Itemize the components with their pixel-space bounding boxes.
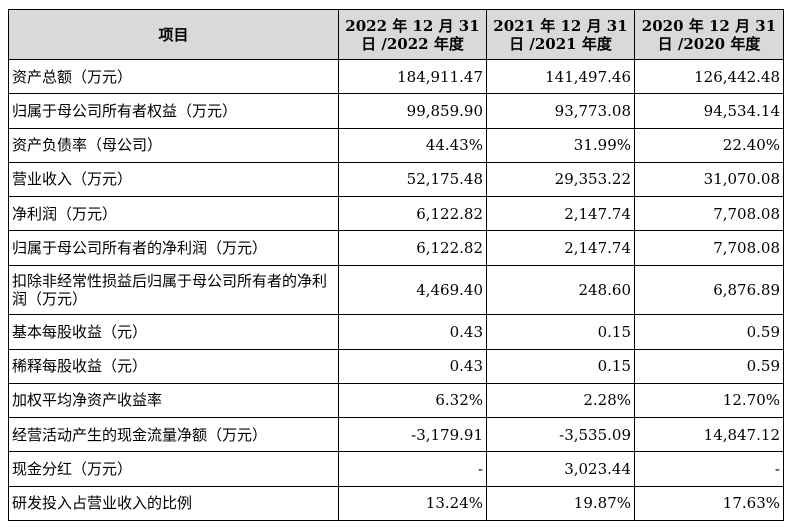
value-2022: 52,175.48 bbox=[338, 161, 487, 198]
header-2020: 2020 年 12 月 31 日 /2020 年度 bbox=[634, 9, 784, 60]
value-2020: 0.59 bbox=[634, 314, 784, 350]
row-label: 净利润（万元） bbox=[8, 195, 339, 232]
value-2021: 3,023.44 bbox=[486, 451, 635, 487]
table-row: 研发投入占营业收入的比例 13.24% 19.87% 17.63% bbox=[8, 485, 784, 522]
value-2022: 4,469.40 bbox=[338, 264, 487, 316]
value-2020: 7,708.08 bbox=[634, 195, 784, 232]
row-label: 营业收入（万元） bbox=[8, 161, 339, 198]
value-2021: -3,535.09 bbox=[486, 417, 635, 453]
value-2020: 94,534.14 bbox=[634, 93, 784, 129]
value-2020: 31,070.08 bbox=[634, 161, 784, 198]
row-label: 归属于母公司所有者的净利润（万元） bbox=[8, 230, 339, 266]
row-label: 基本每股收益（元） bbox=[8, 314, 339, 350]
table-row: 营业收入（万元） 52,175.48 29,353.22 31,070.08 bbox=[8, 161, 784, 198]
value-2021: 2,147.74 bbox=[486, 230, 635, 266]
row-label: 资产总额（万元） bbox=[8, 58, 339, 95]
row-label: 现金分红（万元） bbox=[8, 451, 339, 487]
table-row: 资产总额（万元） 184,911.47 141,497.46 126,442.4… bbox=[8, 58, 784, 95]
row-label: 扣除非经常性损益后归属于母公司所有者的净利润（万元） bbox=[8, 264, 339, 316]
row-label: 稀释每股收益（元） bbox=[8, 348, 339, 384]
value-2022: 0.43 bbox=[338, 348, 487, 384]
value-2022: - bbox=[338, 451, 487, 487]
value-2020: 17.63% bbox=[634, 485, 784, 522]
value-2021: 29,353.22 bbox=[486, 161, 635, 198]
value-2020: 14,847.12 bbox=[634, 417, 784, 453]
value-2022: 0.43 bbox=[338, 314, 487, 350]
value-2020: 6,876.89 bbox=[634, 264, 784, 316]
header-2022: 2022 年 12 月 31 日 /2022 年度 bbox=[338, 9, 487, 60]
row-label: 经营活动产生的现金流量净额（万元） bbox=[8, 417, 339, 453]
value-2021: 2,147.74 bbox=[486, 195, 635, 232]
value-2021: 2.28% bbox=[486, 382, 635, 419]
row-label: 资产负债率（母公司） bbox=[8, 127, 339, 163]
value-2020: 22.40% bbox=[634, 127, 784, 163]
table-row: 现金分红（万元） - 3,023.44 - bbox=[8, 451, 784, 487]
table-header-row: 项目 2022 年 12 月 31 日 /2022 年度 2021 年 12 月… bbox=[8, 9, 784, 60]
row-label: 加权平均净资产收益率 bbox=[8, 382, 339, 419]
value-2022: 13.24% bbox=[338, 485, 487, 522]
table-row: 归属于母公司所有者权益（万元） 99,859.90 93,773.08 94,5… bbox=[8, 93, 784, 129]
value-2022: -3,179.91 bbox=[338, 417, 487, 453]
value-2021: 248.60 bbox=[486, 264, 635, 316]
value-2020: - bbox=[634, 451, 784, 487]
table-row: 资产负债率（母公司） 44.43% 31.99% 22.40% bbox=[8, 127, 784, 163]
header-2021: 2021 年 12 月 31 日 /2021 年度 bbox=[486, 9, 635, 60]
value-2021: 0.15 bbox=[486, 348, 635, 384]
value-2021: 0.15 bbox=[486, 314, 635, 350]
value-2020: 12.70% bbox=[634, 382, 784, 419]
table-row: 净利润（万元） 6,122.82 2,147.74 7,708.08 bbox=[8, 195, 784, 232]
value-2022: 6.32% bbox=[338, 382, 487, 419]
header-item: 项目 bbox=[8, 9, 339, 60]
table-row: 归属于母公司所有者的净利润（万元） 6,122.82 2,147.74 7,70… bbox=[8, 230, 784, 266]
table-row: 扣除非经常性损益后归属于母公司所有者的净利润（万元） 4,469.40 248.… bbox=[8, 264, 784, 316]
table-row: 基本每股收益（元） 0.43 0.15 0.59 bbox=[8, 314, 784, 350]
row-label: 研发投入占营业收入的比例 bbox=[8, 485, 339, 522]
value-2021: 31.99% bbox=[486, 127, 635, 163]
table-row: 经营活动产生的现金流量净额（万元） -3,179.91 -3,535.09 14… bbox=[8, 417, 784, 453]
value-2022: 6,122.82 bbox=[338, 230, 487, 266]
value-2020: 126,442.48 bbox=[634, 58, 784, 95]
table-row: 加权平均净资产收益率 6.32% 2.28% 12.70% bbox=[8, 382, 784, 419]
value-2022: 99,859.90 bbox=[338, 93, 487, 129]
value-2021: 93,773.08 bbox=[486, 93, 635, 129]
value-2021: 141,497.46 bbox=[486, 58, 635, 95]
row-label: 归属于母公司所有者权益（万元） bbox=[8, 93, 339, 129]
value-2022: 184,911.47 bbox=[338, 58, 487, 95]
value-2022: 44.43% bbox=[338, 127, 487, 163]
value-2020: 7,708.08 bbox=[634, 230, 784, 266]
value-2020: 0.59 bbox=[634, 348, 784, 384]
value-2021: 19.87% bbox=[486, 485, 635, 522]
table-row: 稀释每股收益（元） 0.43 0.15 0.59 bbox=[8, 348, 784, 384]
value-2022: 6,122.82 bbox=[338, 195, 487, 232]
financial-summary-table: 项目 2022 年 12 月 31 日 /2022 年度 2021 年 12 月… bbox=[8, 9, 784, 522]
